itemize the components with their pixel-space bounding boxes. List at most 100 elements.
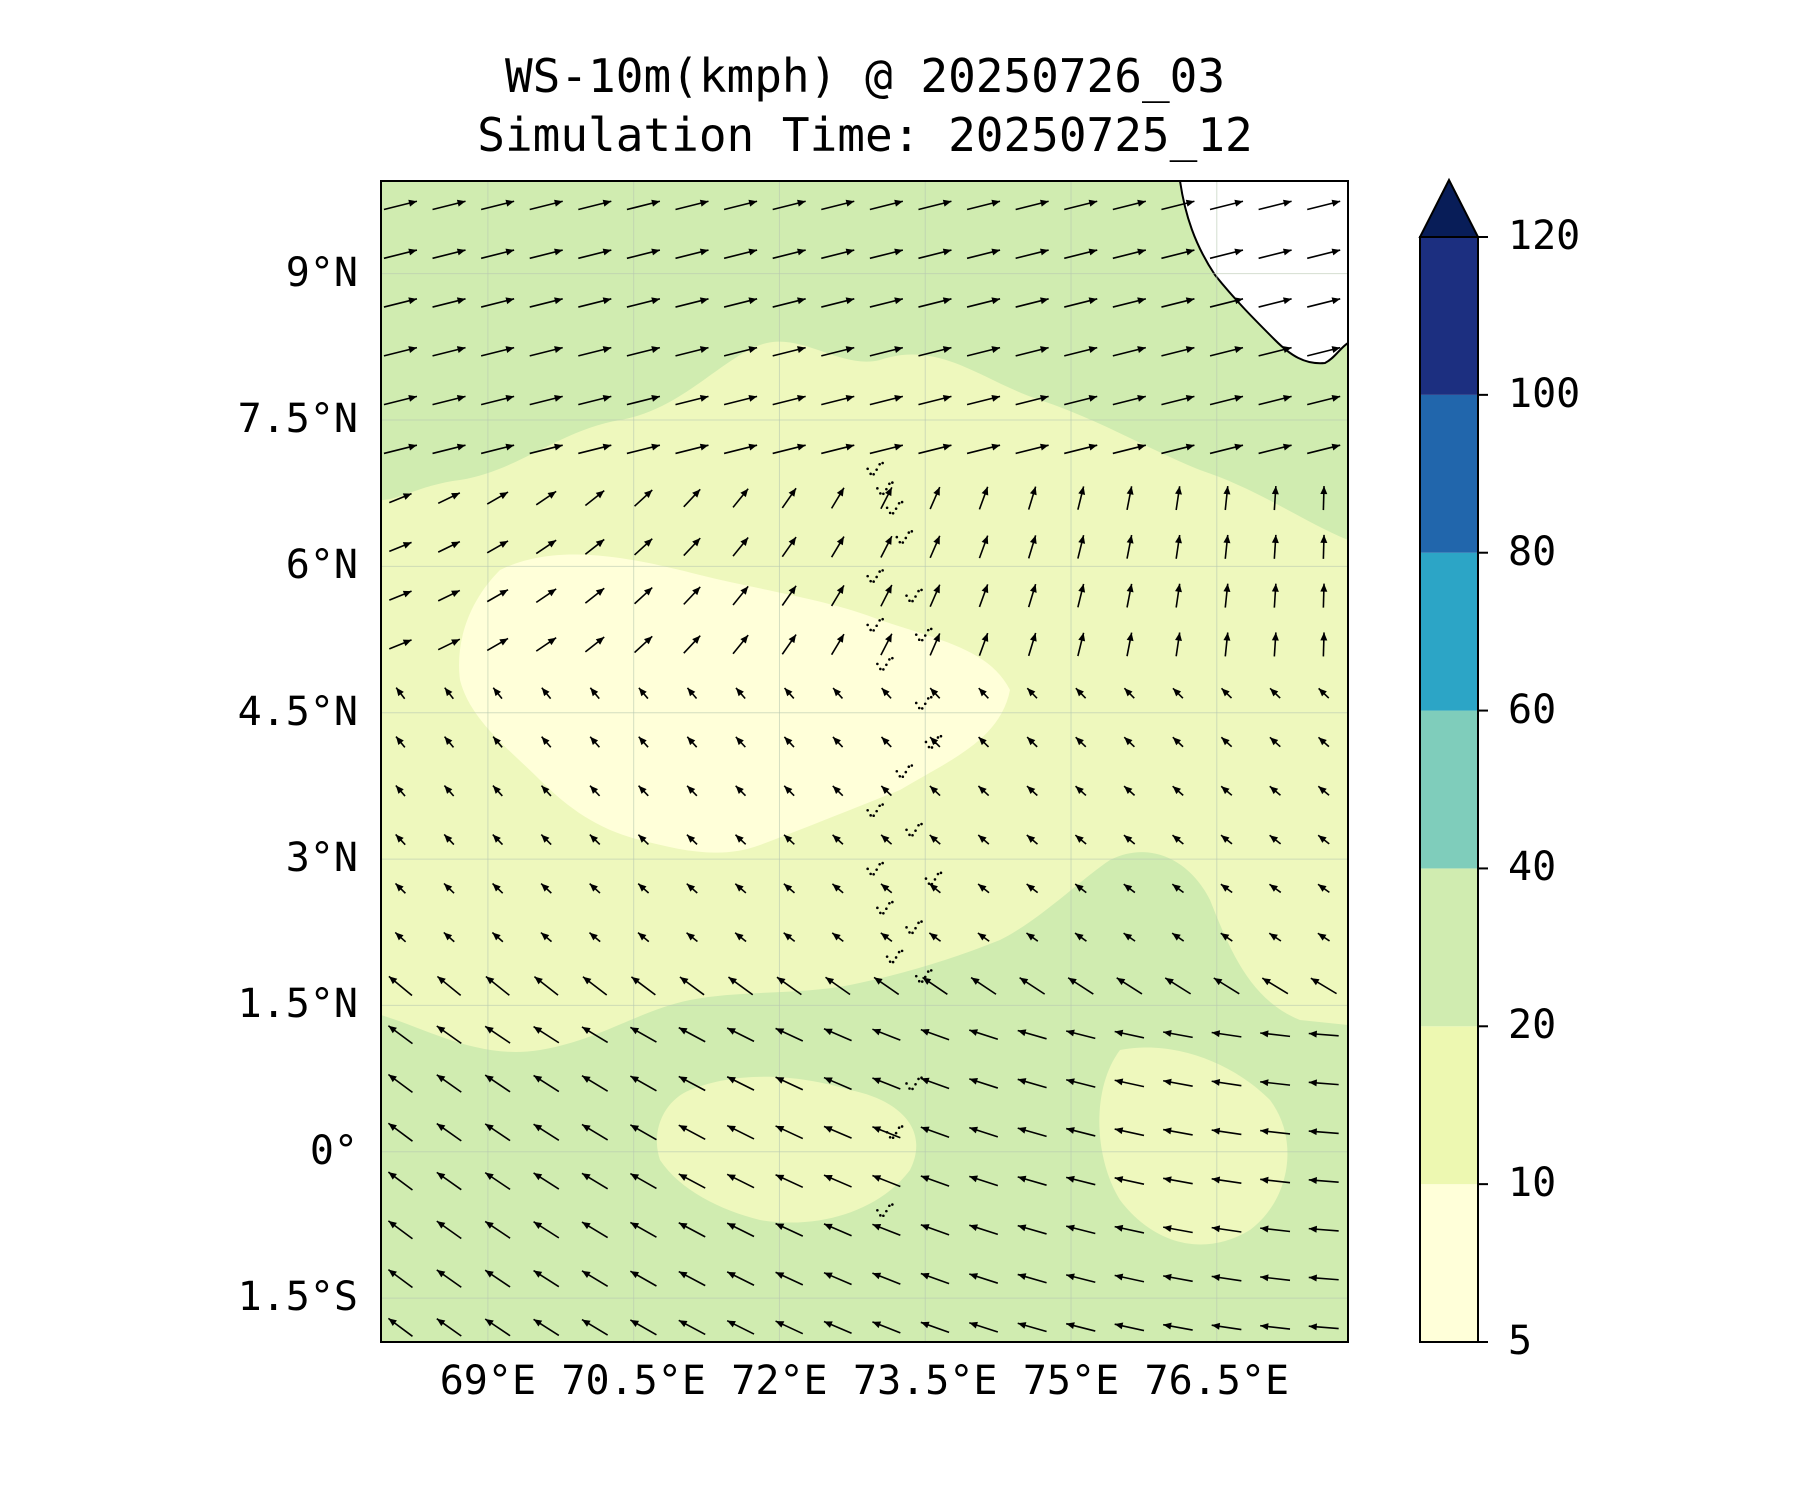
wind-arrow xyxy=(732,537,749,557)
wind-arrow xyxy=(387,1317,413,1337)
wind-arrow xyxy=(443,931,455,943)
wind-arrow xyxy=(626,394,661,406)
wind-arrow xyxy=(1260,1030,1291,1038)
island-dot xyxy=(908,599,911,602)
wind-arrow xyxy=(1258,297,1292,308)
wind-arrow xyxy=(541,736,552,748)
wind-arrow xyxy=(918,199,952,211)
island-dot xyxy=(879,911,882,915)
lat-tick-label: 7.5°N xyxy=(237,396,358,443)
wind-arrow xyxy=(1064,394,1098,406)
island-dot xyxy=(917,1077,920,1081)
wind-arrow xyxy=(775,1076,804,1091)
wind-arrow xyxy=(734,932,747,943)
wind-arrow xyxy=(1075,687,1087,699)
wind-arrow xyxy=(1308,1128,1339,1136)
wind-arrow xyxy=(432,443,466,455)
wind-arrow xyxy=(918,248,952,260)
island-dot xyxy=(911,833,914,837)
wind-band-calm-5-10 xyxy=(459,554,1010,853)
island-dot xyxy=(923,975,927,979)
wind-arrow xyxy=(1171,932,1185,942)
wind-arrow xyxy=(1269,785,1281,796)
wind-arrow xyxy=(1223,632,1231,657)
wind-vectors xyxy=(383,199,1341,1337)
wind-arrow xyxy=(872,1321,901,1334)
wind-arrow xyxy=(388,975,413,997)
wind-arrow xyxy=(880,834,893,845)
wind-arrow xyxy=(735,785,747,797)
wind-arrow xyxy=(588,931,601,943)
wind-arrow xyxy=(823,1076,852,1091)
wind-arrow xyxy=(389,639,412,650)
wind-arrow xyxy=(831,883,844,894)
wind-arrow xyxy=(1308,1176,1339,1184)
wind-arrow xyxy=(969,1077,999,1089)
island-dot xyxy=(911,931,914,935)
wind-arrow xyxy=(872,1174,901,1188)
island-dot xyxy=(939,734,943,738)
wind-arrow xyxy=(540,931,553,943)
wind-arrow xyxy=(432,199,466,211)
island-dot xyxy=(879,492,882,495)
wind-arrow xyxy=(821,443,855,455)
colorbar-tick-label: 5 xyxy=(1508,1318,1533,1364)
wind-arrow xyxy=(1126,583,1134,608)
wind-arrow xyxy=(966,443,1001,455)
island-dot xyxy=(882,492,885,496)
island-dot xyxy=(920,920,923,923)
wind-arrow xyxy=(578,346,612,357)
wind-arrow xyxy=(589,834,601,846)
island-dot xyxy=(910,764,914,767)
wind-arrow xyxy=(929,486,941,510)
lon-tick-label: 70.5°E xyxy=(561,1358,706,1404)
wind-arrow xyxy=(966,297,1001,308)
wind-arrow xyxy=(929,736,941,748)
wind-arrow xyxy=(485,975,510,996)
wind-arrow xyxy=(436,1269,462,1288)
colorbar-tick-label: 20 xyxy=(1508,1002,1557,1049)
island-dot xyxy=(891,900,894,904)
island-dot xyxy=(900,500,904,504)
island-dot xyxy=(866,574,869,578)
wind-arrow xyxy=(484,1318,511,1337)
wind-arrow xyxy=(969,1126,999,1138)
wind-arrow xyxy=(1320,632,1328,657)
island-dot xyxy=(885,506,889,510)
wind-arrow xyxy=(929,785,941,797)
wind-arrow xyxy=(584,636,605,653)
wind-arrow xyxy=(1077,583,1086,608)
wind-arrow xyxy=(529,248,563,260)
wind-arrow xyxy=(1126,486,1134,511)
wind-arrow xyxy=(1163,1029,1193,1039)
wind-arrow xyxy=(920,1028,950,1041)
island-dot xyxy=(876,662,879,666)
wind-arrow xyxy=(529,346,563,357)
wind-arrow xyxy=(529,443,563,455)
wind-arrow xyxy=(581,1318,609,1336)
wind-arrow xyxy=(1123,834,1136,845)
wind-arrow xyxy=(929,633,941,656)
wind-arrow xyxy=(437,589,461,602)
island-dot xyxy=(907,765,911,769)
wind-arrow xyxy=(1271,583,1279,608)
island-dot xyxy=(872,472,875,476)
wind-arrow xyxy=(1258,443,1292,455)
island-dot xyxy=(869,472,872,476)
wind-arrow xyxy=(920,1077,950,1090)
wind-arrow xyxy=(584,587,605,604)
wind-arrow xyxy=(830,633,845,656)
island-dot xyxy=(879,1214,882,1217)
island-dot xyxy=(914,974,918,978)
wind-arrow xyxy=(1077,486,1086,510)
wind-arrow xyxy=(480,443,515,455)
island-dot xyxy=(897,950,901,954)
wind-arrow xyxy=(1077,632,1086,657)
wind-arrow xyxy=(1260,1274,1291,1282)
island-dot xyxy=(885,955,889,958)
wind-arrow xyxy=(683,537,701,557)
island-dot xyxy=(926,697,930,700)
wind-arrow xyxy=(978,687,989,699)
wind-arrow xyxy=(1211,1078,1242,1087)
wind-arrow xyxy=(492,687,503,700)
